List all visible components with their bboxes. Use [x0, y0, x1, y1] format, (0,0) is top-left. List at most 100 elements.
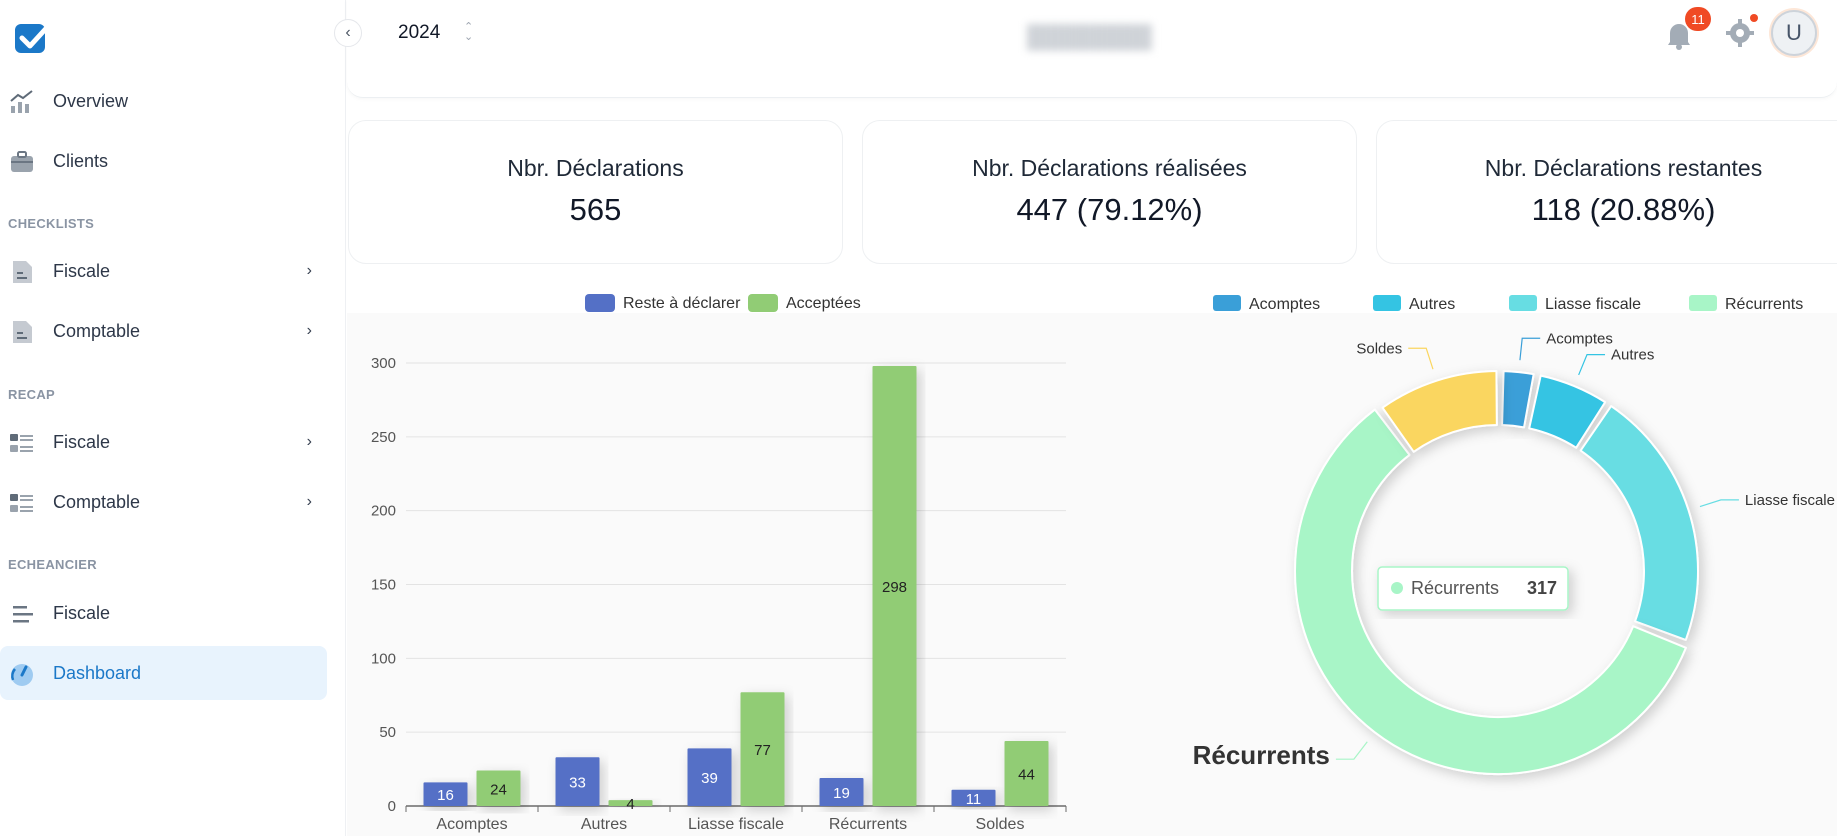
kpi-title: Nbr. Déclarations restantes — [1484, 155, 1763, 181]
section-title-recap: RECAP — [8, 387, 56, 402]
x-tick-label: Acomptes — [436, 816, 507, 833]
avatar[interactable]: U — [1771, 10, 1817, 56]
x-tick-label: Récurrents — [829, 816, 907, 833]
leader-line — [1408, 347, 1434, 370]
lines-icon — [13, 606, 33, 623]
donut-slice[interactable] — [1528, 374, 1607, 449]
kpi-value: 118 (20.88%) — [1531, 192, 1716, 227]
slice-label: Acomptes — [1546, 330, 1613, 347]
section-title-echeancier: ECHEANCIER — [8, 557, 97, 572]
bar[interactable] — [740, 692, 785, 806]
year-stepper-icon[interactable]: ⌃ ⌄ — [464, 21, 474, 43]
notification-badge: 11 — [1685, 7, 1711, 31]
document-icon — [13, 261, 32, 283]
sidebar-item-label: Overview — [53, 90, 129, 111]
legend-swatch[interactable] — [1373, 295, 1401, 311]
legend-swatch[interactable] — [585, 294, 615, 312]
gear-icon[interactable] — [1725, 18, 1755, 48]
x-tick-label: Soldes — [976, 816, 1025, 833]
bar[interactable] — [555, 757, 600, 806]
sidebar-item-echeancier-fiscale[interactable]: Fiscale — [0, 586, 327, 640]
y-tick-label: 200 — [371, 503, 396, 520]
bar[interactable] — [819, 777, 864, 806]
legend-swatch[interactable] — [1213, 295, 1241, 311]
donut-slice[interactable] — [1294, 408, 1687, 775]
legend-label[interactable]: Acomptes — [1249, 296, 1320, 313]
sidebar-collapse-button[interactable]: ‹ — [334, 19, 362, 47]
bar[interactable] — [423, 782, 468, 806]
document-icon — [13, 321, 32, 343]
leader-line — [1519, 337, 1541, 361]
list-icon — [10, 494, 33, 512]
bell-icon[interactable] — [1662, 18, 1696, 52]
bar-value-label: 33 — [569, 775, 586, 792]
slice-label: Récurrents — [1193, 740, 1330, 770]
tooltip-marker — [1391, 582, 1403, 594]
sidebar-item-checklists-comptable[interactable]: Comptable › — [0, 304, 327, 358]
kpi-title: Nbr. Déclarations réalisées — [972, 155, 1247, 181]
chart-growth-icon — [10, 90, 33, 113]
bar-value-label: 19 — [833, 785, 850, 802]
bar[interactable] — [608, 800, 653, 806]
bar[interactable] — [872, 365, 917, 806]
legend-label[interactable]: Reste à déclarer — [623, 295, 741, 312]
sidebar-item-overview[interactable]: Overview — [0, 74, 327, 128]
bar-value-label: 298 — [882, 579, 907, 596]
sidebar-item-label: Comptable — [53, 491, 141, 512]
bar[interactable] — [1004, 741, 1049, 806]
app-logo-icon[interactable] — [13, 21, 53, 55]
y-tick-label: 250 — [371, 429, 396, 446]
list-icon — [10, 434, 33, 452]
slice-label: Soldes — [1356, 340, 1402, 357]
chevron-right-icon: › — [306, 493, 312, 510]
sidebar-item-label: Clients — [53, 150, 109, 171]
bar[interactable] — [951, 789, 996, 806]
sidebar-item-label: Dashboard — [53, 662, 142, 683]
legend-swatch[interactable] — [1689, 295, 1717, 311]
sidebar-item-dashboard[interactable]: Dashboard — [0, 646, 327, 700]
x-tick-label: Liasse fiscale — [688, 816, 784, 833]
sidebar-item-recap-comptable[interactable]: Comptable › — [0, 475, 327, 529]
bar-value-label: 24 — [490, 781, 507, 798]
chevron-right-icon: › — [306, 433, 312, 450]
legend-label[interactable]: Autres — [1409, 296, 1455, 313]
kpi-title: Nbr. Déclarations — [507, 155, 684, 181]
sidebar-item-label: Fiscale — [53, 431, 111, 452]
top-bar: 2024 ⌃ ⌄ ████████ 11 U — [347, 0, 1837, 98]
donut-slice[interactable] — [1381, 370, 1498, 453]
legend-label[interactable]: Acceptées — [786, 295, 861, 312]
legend-swatch[interactable] — [1509, 295, 1537, 311]
bar-value-label: 44 — [1018, 767, 1035, 784]
chevron-right-icon: › — [306, 262, 312, 279]
section-title-checklists: CHECKLISTS — [8, 216, 95, 231]
legend-swatch[interactable] — [748, 294, 778, 312]
bar[interactable] — [687, 748, 732, 806]
leader-line — [1578, 353, 1606, 376]
tooltip-box — [1377, 566, 1569, 611]
y-tick-label: 300 — [371, 355, 396, 372]
y-tick-label: 50 — [379, 724, 396, 741]
gauge-icon — [11, 664, 33, 686]
sidebar-item-recap-fiscale[interactable]: Fiscale › — [0, 415, 327, 469]
slice-label: Autres — [1611, 347, 1654, 364]
bar-value-label: 11 — [966, 791, 982, 808]
sidebar: Overview Clients CHECKLISTS Fiscale › Co… — [0, 0, 346, 836]
legend-label[interactable]: Liasse fiscale — [1545, 296, 1641, 313]
sidebar-item-label: Fiscale — [53, 260, 111, 281]
y-tick-label: 100 — [371, 650, 396, 667]
bar[interactable] — [476, 770, 521, 806]
briefcase-icon — [11, 151, 33, 172]
kpi-value: 565 — [569, 192, 622, 227]
legend-label[interactable]: Récurrents — [1725, 296, 1803, 313]
tooltip-value: 317 — [1527, 578, 1557, 598]
x-tick-label: Autres — [581, 816, 627, 833]
bar-value-label: 4 — [626, 796, 634, 813]
bar-chart: Reste à déclarer Acceptées 0 50 100 150 200 250… — [371, 294, 1067, 833]
donut-slice[interactable] — [1579, 405, 1699, 641]
year-selector[interactable]: 2024 — [398, 22, 441, 43]
sidebar-item-label: Fiscale — [53, 602, 111, 623]
donut-slice[interactable] — [1501, 370, 1535, 429]
sidebar-item-clients[interactable]: Clients — [0, 134, 327, 188]
sidebar-item-checklists-fiscale[interactable]: Fiscale › — [0, 244, 327, 298]
